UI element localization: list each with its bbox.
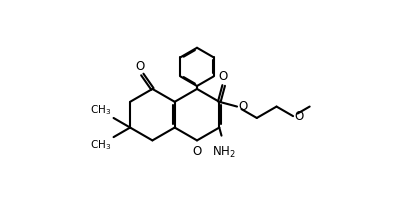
Text: NH$_2$: NH$_2$ xyxy=(212,145,236,160)
Text: O: O xyxy=(218,70,227,83)
Text: O: O xyxy=(295,110,304,123)
Text: O: O xyxy=(238,100,248,113)
Text: CH$_3$: CH$_3$ xyxy=(90,139,112,152)
Text: O: O xyxy=(135,60,144,73)
Text: CH$_3$: CH$_3$ xyxy=(90,103,112,117)
Text: O: O xyxy=(192,145,202,158)
